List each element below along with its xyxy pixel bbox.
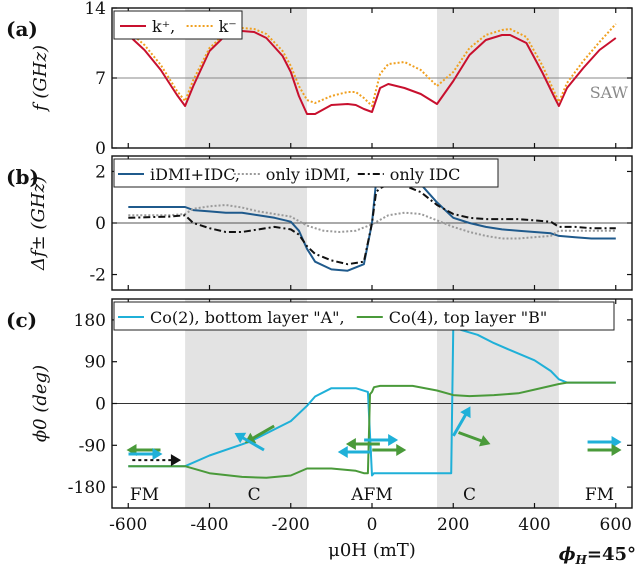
phase-label: FM [130,485,159,505]
legend-label: Co(2), bottom layer "A", [150,308,345,327]
y-tick-label: 90 [84,353,106,373]
legend-label: only iDMI, [266,165,351,184]
y-axis-label: Δf± (GHz) [28,176,49,271]
moment-arrow [452,406,471,437]
panel-2: -180 -90 0 90 180 -600 -400 -200 0 200 400 600 (c) ϕ0… [6,298,633,561]
moment-arrow [234,432,265,452]
phase-label: C [248,485,261,505]
y-tick-label: 7 [95,69,106,89]
moment-arrow-shaft [452,410,469,437]
moment-arrow-head [345,438,356,450]
panel-label: (b) [6,165,39,189]
series-line-1 [127,23,617,107]
phi-subscript: H [575,553,588,566]
series-line-2 [128,183,616,266]
moment-arrow-head [611,436,622,448]
legend-label: k⁺, [152,17,175,36]
legend-label: only IDC [390,165,461,184]
panel-label: (a) [6,17,38,41]
y-tick-label: 0 [95,214,106,234]
series-line-1 [128,381,616,479]
moment-arrow-head [152,448,163,460]
y-tick-label: 0 [95,395,106,415]
legend-label: iDMI+IDC, [150,165,240,184]
reference-line-label: SAW [590,83,629,102]
moment-arrow-shaft [249,424,275,442]
series-line-0 [127,30,617,115]
moment-arrow-head [388,434,399,446]
y-tick-label: 2 [95,162,106,182]
x-tick-label: 0 [367,515,378,535]
moment-arrow [345,438,380,450]
x-tick-label: 200 [437,515,469,535]
moment-arrow [337,446,372,458]
y-tick-label: -180 [68,478,106,498]
series-line-0 [128,173,616,272]
moment-arrow [364,434,399,446]
series-line-1 [128,204,616,240]
moment-arrow [587,444,622,456]
phi-h-label: ϕH=45° [559,544,636,566]
y-axis-label: ϕ0 (deg) [30,365,51,442]
moment-arrow-head [396,444,407,456]
moment-arrow-shaft [458,431,486,444]
legend-label: Co(4), top layer "B" [389,308,547,327]
x-tick-label: -400 [190,515,228,535]
x-tick-label: -600 [109,515,147,535]
x-axis-label: μ0H (mT) [328,540,416,561]
y-tick-label: 14 [84,0,106,19]
moment-arrow-head [460,406,471,419]
moment-arrow-head [479,435,491,447]
y-tick-label: -2 [89,266,106,286]
y-tick-label: 180 [74,311,106,331]
y-axis-label: f (GHz) [30,45,51,113]
legend-box [113,158,499,188]
panel-label: (c) [6,308,37,332]
panel-1: -2 0 2 (b)Δf± (GHz) iDMI+IDC, only iDMI, only … [6,155,633,291]
sweep-arrow-head [170,454,182,467]
x-tick-label: 600 [600,515,632,535]
phi-value: =45° [587,544,636,565]
moment-arrow-shaft [238,434,265,452]
legend-label: k⁻ [219,17,237,36]
moment-arrow-head [337,446,348,458]
moment-arrow-head [234,432,247,444]
y-tick-label: -90 [79,436,106,456]
moment-arrow [128,448,163,460]
x-tick-label: 400 [518,515,550,535]
series-line-0 [128,324,616,477]
moment-arrow-head [611,444,622,456]
moment-arrow [587,436,622,448]
phase-label: FM [585,485,614,505]
x-tick-label: -200 [272,515,310,535]
phase-label: AFM [350,485,392,505]
panel-0: SAW 0 7 14 (a) f (GHz) k⁺, k⁻ [6,0,633,159]
moment-arrow [458,431,491,447]
phase-label: C [463,485,476,505]
phi-symbol: ϕ [559,544,576,565]
moment-arrow [372,444,407,456]
y-tick-label: 0 [95,139,106,159]
